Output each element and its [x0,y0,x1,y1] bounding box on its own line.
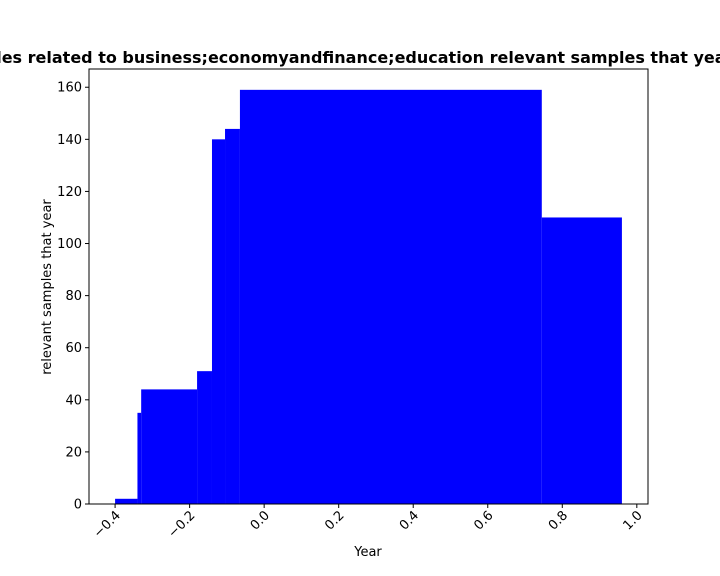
x-tick-label: 0.6 [471,508,496,533]
bar-7 [541,217,622,504]
y-tick-label: 160 [57,81,82,96]
y-tick-label: 80 [65,289,82,304]
bar-0 [115,498,138,504]
x-axis: −0.4 −0.2 0.0 0.2 0.4 0.6 0.8 1.0 [91,504,646,541]
y-tick-label: 20 [65,445,82,460]
plot-frame [88,68,649,505]
bar-1 [137,412,142,504]
x-tick-label: 0.2 [322,508,347,533]
bar-3 [197,371,212,504]
y-tick-label: 140 [57,133,82,148]
y-axis: 0 20 40 60 80 100 120 140 160 [57,81,89,513]
y-tick-label: 40 [65,393,82,408]
x-tick-label: −0.2 [166,508,199,541]
y-tick-label: 0 [74,498,82,513]
x-axis-label: Year [353,545,382,560]
bars-group [115,89,622,505]
bar-5 [225,128,240,504]
x-tick-label: 0.0 [248,508,273,533]
y-tick-label: 60 [65,341,82,356]
y-tick-label: 100 [57,237,82,252]
chart-title: Number of samples related to business;ec… [0,48,720,67]
y-tick-label: 120 [57,185,82,200]
x-tick-label: 0.4 [397,508,422,533]
x-tick-label: 0.8 [546,508,571,533]
y-axis-label: relevant samples that year [40,199,55,375]
x-tick-label: −0.4 [91,508,124,541]
bar-6 [239,89,542,505]
bar-4 [211,139,226,504]
bar-2 [141,389,198,504]
x-tick-label: 1.0 [620,508,645,533]
